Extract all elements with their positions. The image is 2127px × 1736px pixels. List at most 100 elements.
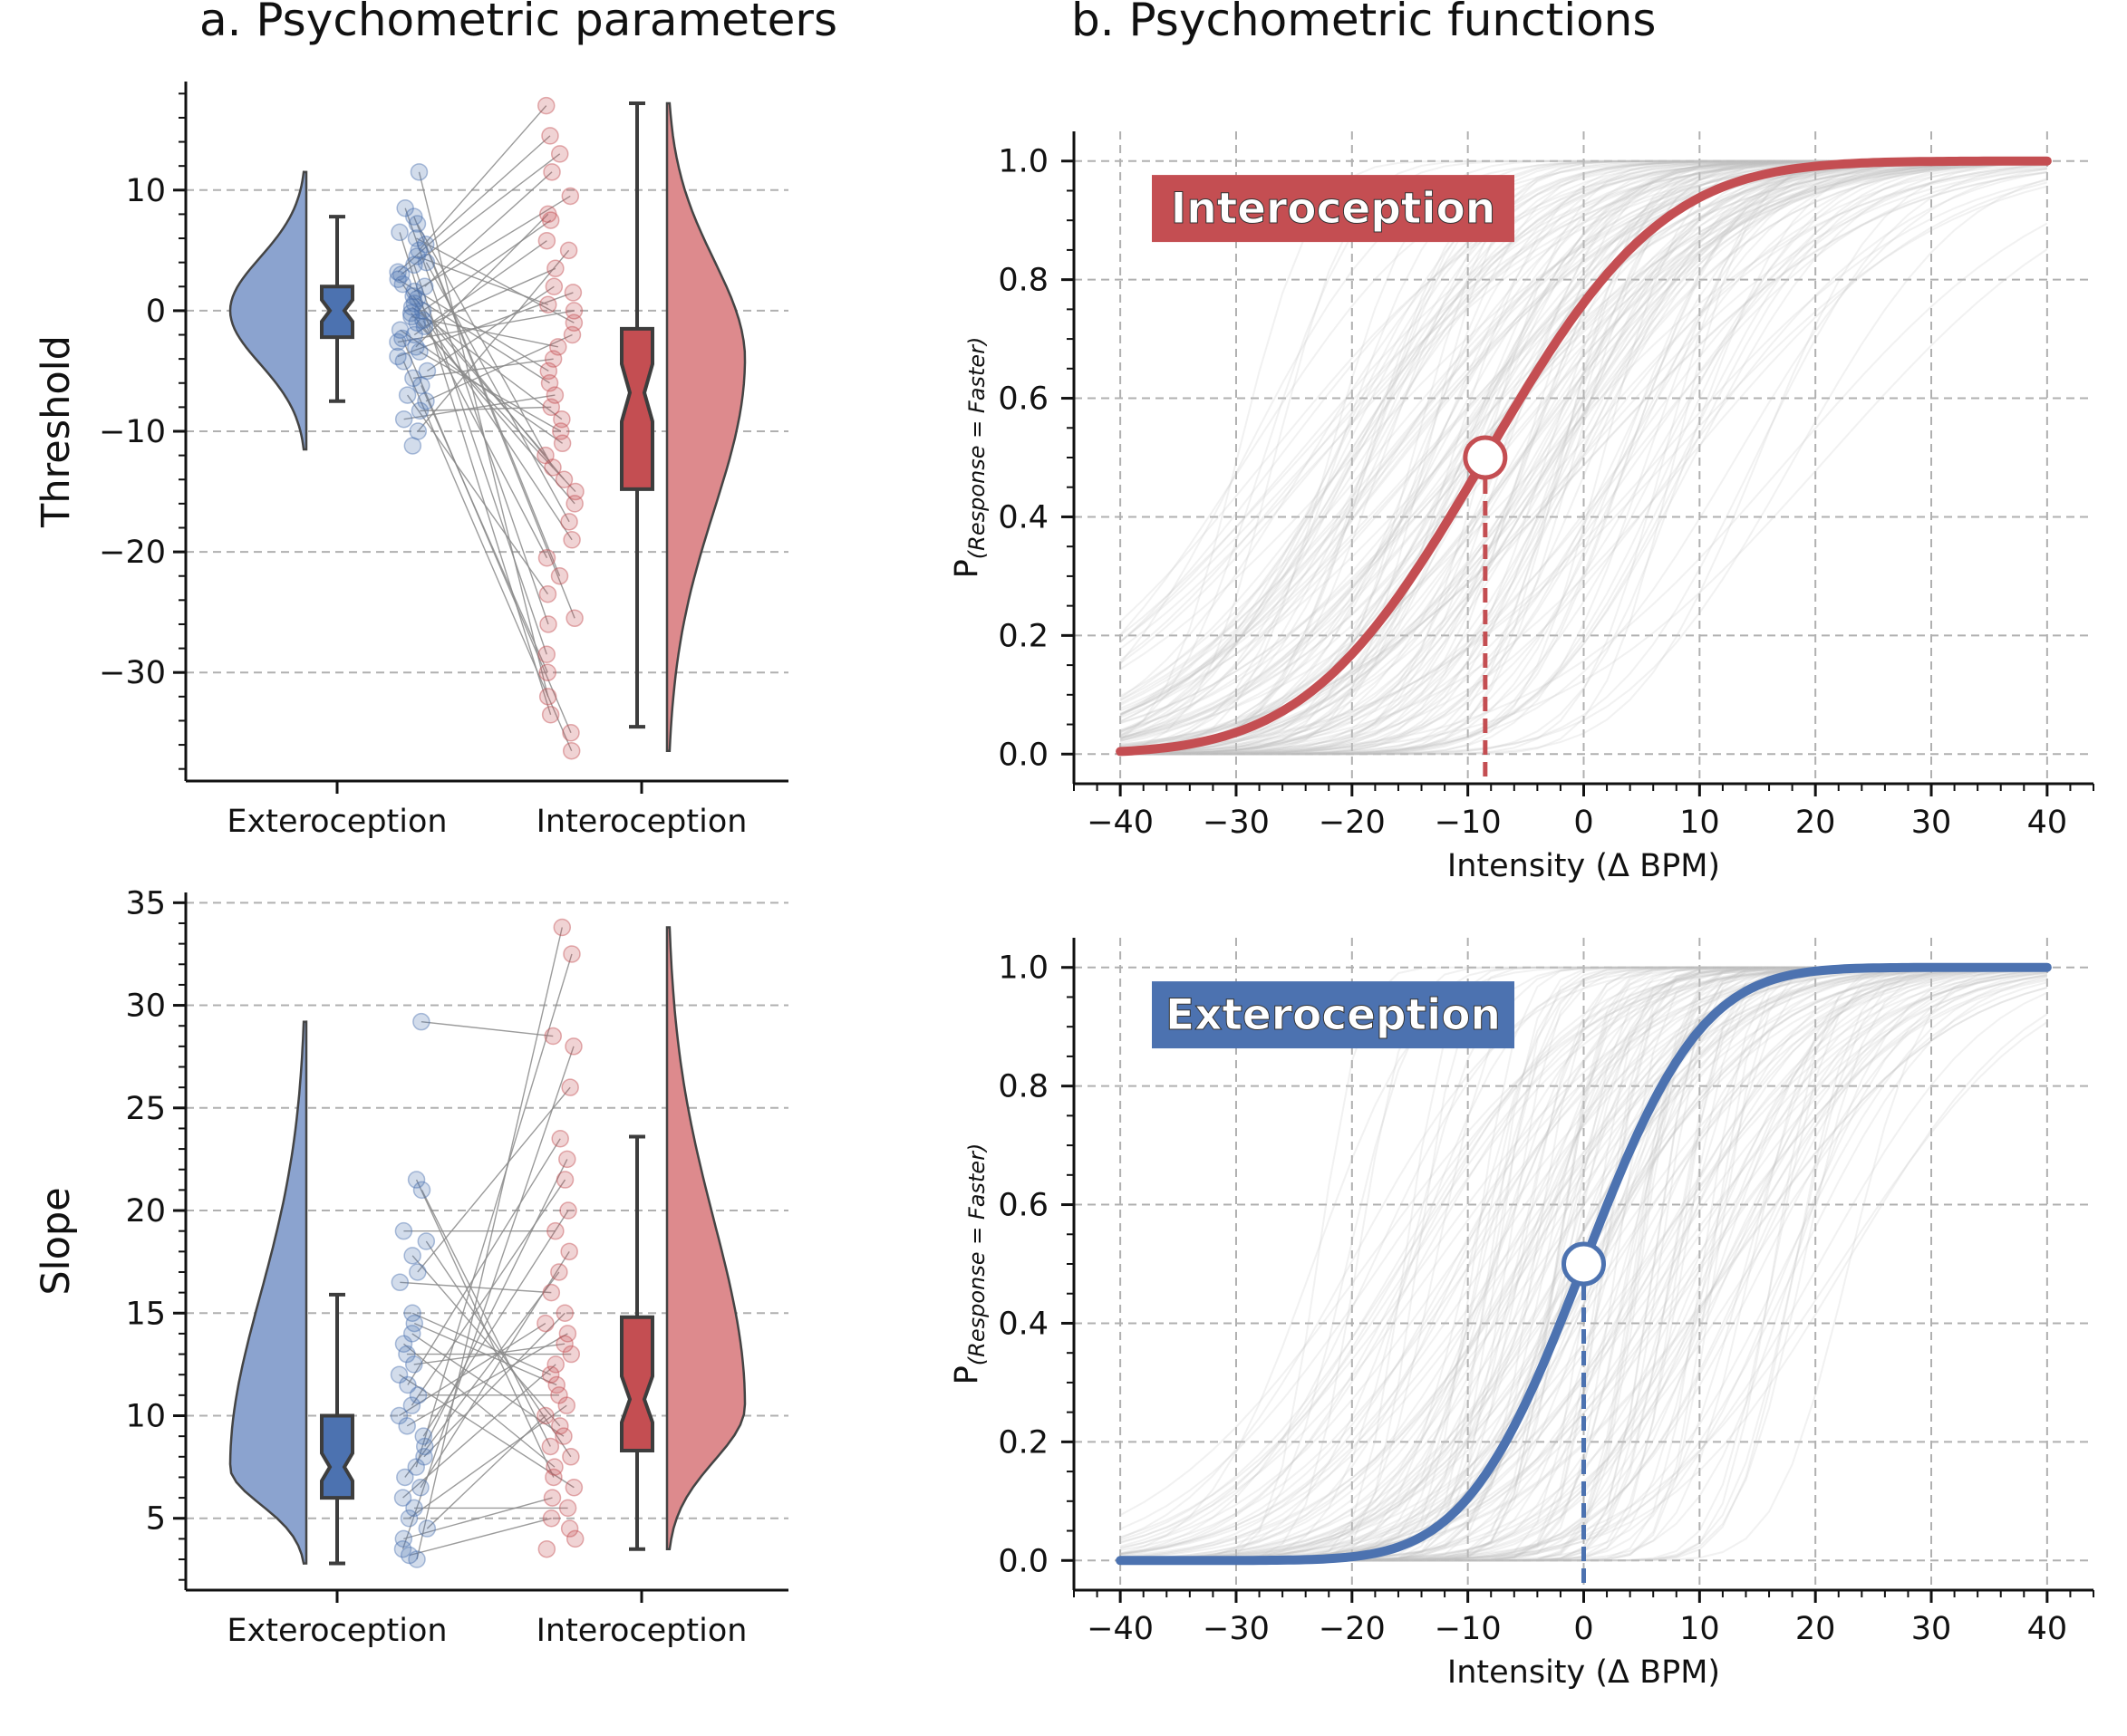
subject-link	[422, 219, 552, 312]
exteroception-point	[390, 1406, 409, 1425]
exteroception-point	[394, 410, 413, 429]
individual-curve	[1120, 159, 2047, 756]
individual-curve	[1120, 160, 2047, 756]
individual-curve	[1119, 160, 2047, 749]
exteroception-point	[407, 1171, 426, 1189]
interoception-point	[537, 549, 556, 567]
exteroception-box	[320, 1413, 354, 1500]
subject-link	[424, 171, 553, 287]
interoception-point	[562, 1345, 581, 1364]
subject-link	[402, 361, 573, 752]
exteroception-point	[407, 229, 426, 247]
subject-link	[397, 292, 574, 358]
exteroception-point	[394, 1529, 413, 1548]
interoception-point	[556, 1335, 574, 1353]
y-axis-label: Threshold	[34, 335, 79, 528]
category-label: Exteroception	[227, 1613, 447, 1649]
exteroception-point	[403, 1304, 421, 1323]
individual-curve	[1119, 967, 2047, 1556]
y-axis-label: P(Response = Faster)	[949, 1143, 990, 1385]
interoception-point	[553, 434, 572, 453]
interoception-point	[543, 163, 561, 181]
slope-raincloud-plot: 5 10 15 20 25 30 35 Slope Exteroception Interocep…	[34, 885, 788, 1649]
exteroception-point	[417, 253, 436, 272]
exteroception-point	[407, 1458, 425, 1476]
y-tick-label: −20	[99, 535, 166, 571]
exteroception-point	[411, 1479, 430, 1497]
interoception-point	[551, 1417, 569, 1435]
exteroception-box	[320, 285, 354, 340]
interoception-point	[561, 187, 580, 206]
subject-link	[426, 1414, 546, 1529]
interoception-point	[563, 945, 581, 963]
exteroception-psychometric-plot: −40 −30 −20 −10 0 10 20 30 40 0.0 0.2 0.4 0.6 0.8 1.0 I…	[949, 938, 2094, 1691]
interoception-point	[550, 145, 569, 163]
individual-curve	[1119, 160, 2047, 739]
individual-curve	[1119, 167, 2047, 739]
exteroception-point	[389, 347, 407, 366]
exteroception-point	[410, 163, 429, 181]
exteroception-point	[409, 1386, 428, 1404]
exteroception-point	[417, 1232, 436, 1250]
exteroception-point	[409, 422, 428, 440]
interoception-point	[538, 663, 556, 681]
x-tick-label: −30	[1203, 1611, 1270, 1647]
subject-link	[401, 338, 572, 734]
subject-link	[411, 1312, 551, 1375]
x-tick-label: 10	[1679, 1611, 1720, 1647]
exteroception-point	[403, 437, 422, 455]
interoception-box	[620, 326, 654, 491]
exteroception-point	[391, 223, 409, 242]
subject-link	[420, 406, 552, 412]
exteroception-point	[414, 311, 432, 330]
interoception-point	[565, 313, 584, 332]
interoception-point	[546, 259, 565, 278]
subject-link	[401, 284, 573, 541]
subject-link	[412, 358, 554, 380]
exteroception-point	[392, 265, 411, 284]
subject-link	[399, 1374, 575, 1489]
interoception-point	[546, 1221, 565, 1240]
exteroception-point	[389, 263, 407, 282]
subject-link	[423, 1312, 566, 1458]
subject-link	[416, 237, 575, 323]
interoception-point	[549, 338, 567, 356]
individual-curve	[1120, 160, 2047, 753]
interoception-point	[546, 1458, 564, 1476]
y-tick-label: 10	[125, 1399, 166, 1435]
x-axis-label: Intensity (Δ BPM)	[1447, 1654, 1720, 1691]
exteroception-point	[409, 1263, 427, 1281]
subject-link	[417, 1086, 571, 1273]
interoception-point	[544, 1027, 563, 1046]
y-tick-label: −30	[99, 655, 166, 691]
subject-link	[403, 1343, 556, 1468]
exteroception-point	[391, 321, 410, 339]
interoception-point	[537, 231, 556, 250]
individual-curve	[1119, 161, 2047, 742]
interoception-point	[550, 1386, 568, 1404]
individual-curve	[1119, 160, 2047, 739]
category-label: Interoception	[537, 1613, 748, 1649]
exteroception-point	[417, 391, 435, 410]
individual-curve	[1120, 248, 2048, 755]
interoception-point	[537, 96, 556, 115]
individual-curve	[1120, 159, 2047, 756]
interoception-point	[558, 1325, 577, 1343]
interoception-point	[541, 706, 560, 724]
x-tick-label: 0	[1573, 1611, 1593, 1647]
subject-link	[425, 244, 561, 576]
exteroception-point	[403, 1247, 421, 1265]
individual-curve	[1120, 160, 2047, 756]
individual-curve	[1119, 160, 2047, 719]
interoception-point	[537, 645, 556, 663]
interoception-point	[566, 609, 584, 628]
individual-curve	[1120, 163, 2048, 756]
exteroception-point	[408, 247, 426, 265]
exteroception-point	[393, 329, 411, 348]
individual-curve	[1120, 181, 2048, 754]
individual-curve	[1119, 160, 2047, 712]
exteroception-point	[400, 1509, 419, 1528]
individual-curve	[1119, 162, 2047, 724]
interoception-point	[556, 1304, 575, 1323]
y-tick-label: 0.0	[998, 737, 1049, 773]
